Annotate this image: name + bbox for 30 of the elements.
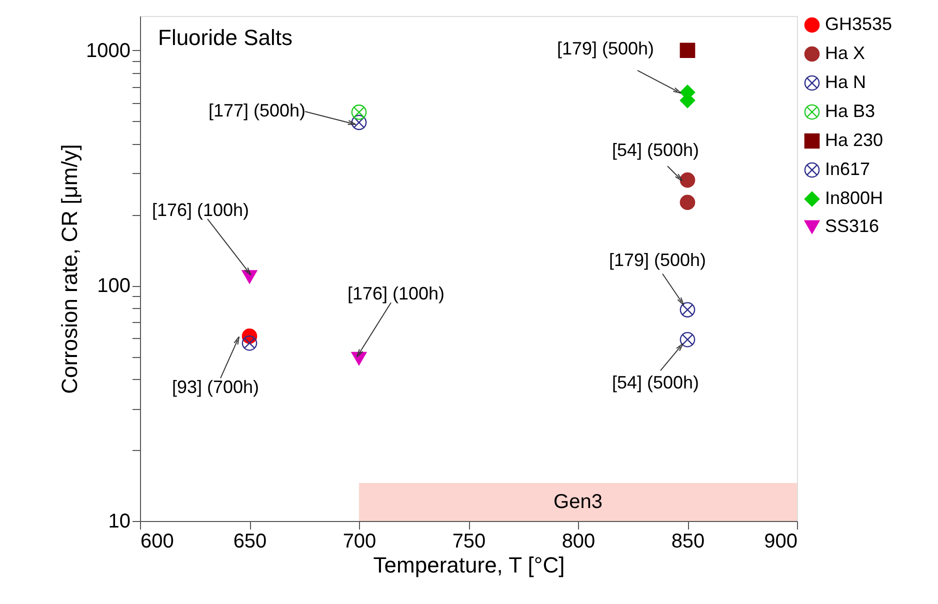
legend-label: Ha 230 (825, 130, 884, 150)
legend-label: In617 (825, 159, 870, 179)
legend-label: Ha X (825, 43, 866, 63)
x-tick-label: 600 (140, 530, 174, 552)
y-axis-title: Corrosion rate, CR [μm/y] (57, 144, 82, 394)
y-tick-label: 100 (97, 275, 130, 298)
x-tick-label: 650 (233, 530, 267, 552)
annotation: [54] (500h) (612, 372, 700, 393)
legend-label: GH3535 (825, 14, 892, 34)
annotation: [93] (700h) (172, 377, 260, 398)
x-axis-title: Temperature, T [°C] (373, 552, 565, 578)
x-tick-label: 800 (562, 530, 596, 552)
y-tick-label: 10 (108, 510, 130, 532)
band-label: Gen3 (554, 491, 602, 513)
legend-label: Ha B3 (825, 101, 876, 121)
legend-label: In800H (825, 188, 884, 208)
legend-label: Ha N (825, 72, 866, 92)
annotation: [176] (100h) (152, 200, 250, 220)
annotation: [177] (500h) (208, 100, 306, 120)
annotation: [54] (500h) (612, 140, 700, 160)
annotation: [176] (100h) (347, 284, 445, 304)
y-tick-label: 1000 (86, 40, 130, 62)
x-tick-label: 750 (452, 530, 486, 552)
x-tick-label: 900 (764, 530, 798, 552)
annotation: Fluoride Salts (158, 25, 293, 50)
annotation: [179] (500h) (608, 250, 706, 270)
annotation: [179] (500h) (556, 38, 654, 58)
x-tick-label: 850 (671, 530, 705, 552)
legend-label: SS316 (825, 216, 880, 236)
x-tick-label: 700 (342, 530, 376, 552)
